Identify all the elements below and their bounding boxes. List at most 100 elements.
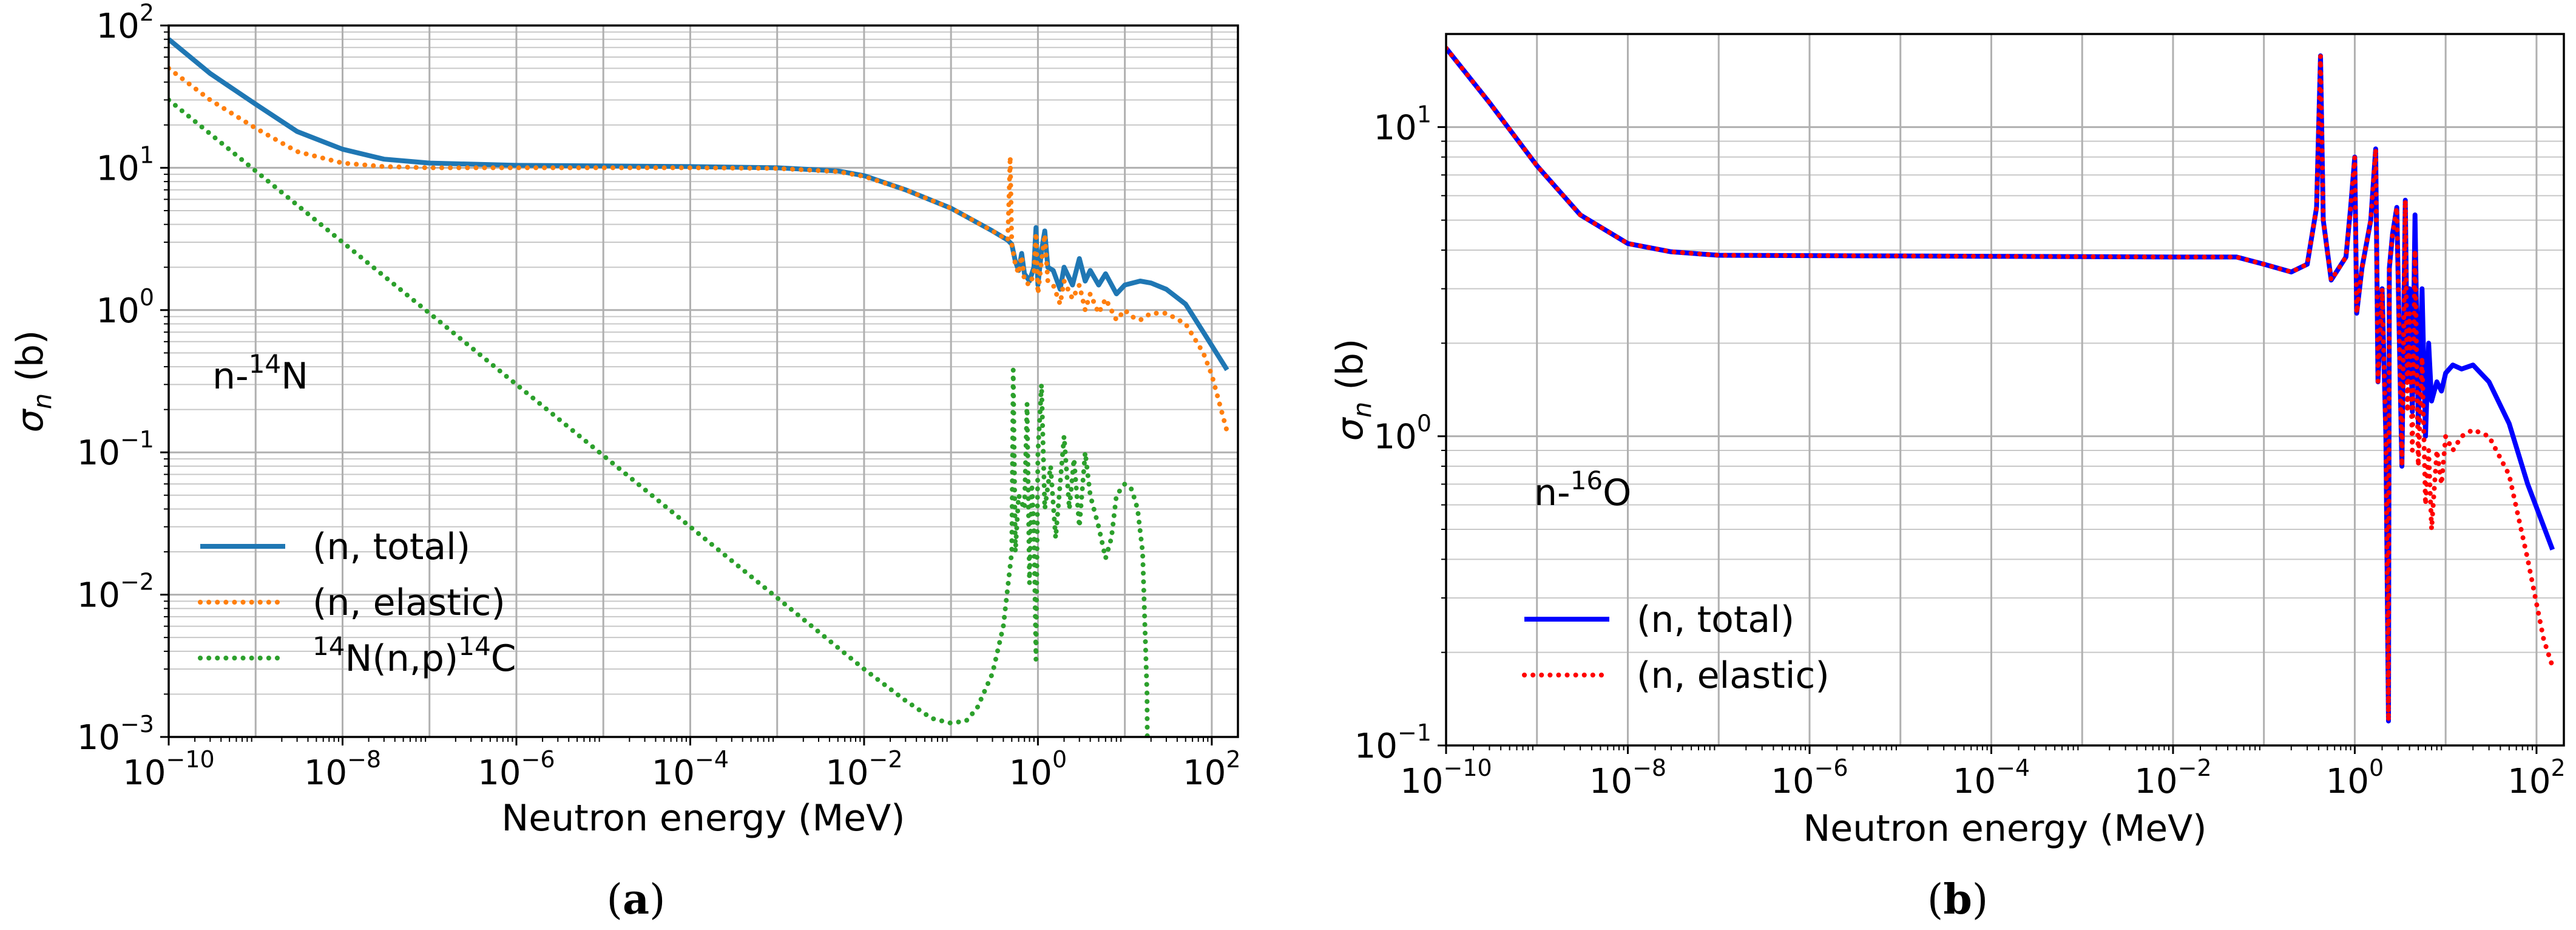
tick-base: 10 <box>304 753 347 793</box>
plot-frame <box>1445 33 2565 747</box>
tick-base: 10 <box>478 753 521 793</box>
y-tick-label: 101 <box>96 141 154 188</box>
y-tick-label: 10−2 <box>77 569 154 616</box>
tick-exponent: −4 <box>695 746 729 773</box>
tick-base: 10 <box>77 718 120 758</box>
legend-label-1: (n, elastic) <box>313 582 505 624</box>
annotation-prefix: n- <box>1534 472 1570 514</box>
legend: (n, total) (n, elastic) <box>1522 599 1830 697</box>
tick-base: 10 <box>2134 762 2177 801</box>
x-tick-label: 10−8 <box>304 746 381 793</box>
tick-exponent: 0 <box>1417 410 1432 437</box>
x-tick-label: 10−6 <box>478 746 555 793</box>
tick-base: 10 <box>825 753 868 793</box>
series-group <box>1446 46 2555 724</box>
y-tick-label: 10−1 <box>1354 719 1432 766</box>
series-group <box>169 37 1230 737</box>
tick-exponent: −2 <box>869 746 903 773</box>
tick-exponent: −8 <box>1632 755 1666 781</box>
tick-base: 10 <box>96 149 140 188</box>
tick-exponent: −1 <box>1398 719 1432 746</box>
series-line-2 <box>169 97 1150 737</box>
tick-base: 10 <box>77 576 120 616</box>
x-tick-label: 10−10 <box>1400 755 1492 801</box>
y-tick-label: 102 <box>96 0 154 46</box>
tick-base: 10 <box>77 433 120 473</box>
x-tick-label: 10−8 <box>1589 755 1666 801</box>
y-tick-label: 100 <box>96 284 154 331</box>
tick-exponent: −10 <box>166 746 215 773</box>
legend-tail: C <box>491 637 516 680</box>
tick-exponent: −6 <box>521 746 555 773</box>
legend-label-0: (n, total) <box>313 526 470 568</box>
tick-base: 10 <box>652 753 695 793</box>
x-tick-label: 10−6 <box>1771 755 1848 801</box>
x-axis-label: Neutron energy (MeV) <box>1803 807 2206 850</box>
caption-paren: ) <box>1972 876 1989 924</box>
annotation-element: N <box>281 355 308 398</box>
tick-exponent: −8 <box>347 746 381 773</box>
tick-base: 10 <box>1009 753 1052 793</box>
tick-exponent: 2 <box>1226 746 1240 773</box>
tick-base: 10 <box>1771 762 1814 801</box>
y-tick-label: 10−3 <box>77 711 154 758</box>
panel-a: 10−10 10−8 10−6 10−4 10−2 100 10210−310−210−11… <box>9 0 1241 924</box>
tick-exponent: −4 <box>1996 755 2030 781</box>
x-tick-label: 10−2 <box>825 746 902 793</box>
tick-exponent: 0 <box>1052 746 1067 773</box>
nuclide-annotation: n-16O <box>1534 466 1631 514</box>
annotation-mass-number: 14 <box>249 349 281 379</box>
tick-base: 10 <box>96 291 140 331</box>
x-axis-label: Neutron energy (MeV) <box>501 797 905 840</box>
y-tick-label: 100 <box>1374 410 1432 457</box>
series-line-1 <box>169 66 1230 434</box>
tick-exponent: 0 <box>140 284 154 311</box>
tick-base: 10 <box>96 7 140 46</box>
tick-exponent: −1 <box>120 426 154 453</box>
x-tick-label: 10−4 <box>652 746 729 793</box>
tick-base: 10 <box>123 753 166 793</box>
series-line-0 <box>169 37 1229 372</box>
legend-sup: 14 <box>458 631 490 661</box>
x-tick-label: 100 <box>1009 746 1067 793</box>
caption-paren: ( <box>1927 876 1944 924</box>
tick-exponent: −2 <box>120 569 154 596</box>
tick-base: 10 <box>2326 762 2369 801</box>
tick-base: 10 <box>1354 727 1398 766</box>
annotation-prefix: n- <box>212 355 249 398</box>
tick-base: 10 <box>1374 418 1417 457</box>
grid <box>1445 34 2564 747</box>
legend-sup: 14 <box>313 631 345 661</box>
plot-frame <box>167 24 1239 738</box>
tick-exponent: 0 <box>2369 755 2384 781</box>
legend-label-1: (n, elastic) <box>1637 654 1830 697</box>
ylabel-unit: (b) <box>1329 339 1371 402</box>
y-tick-label: 101 <box>1374 101 1432 148</box>
tick-exponent: −10 <box>1444 755 1492 781</box>
tick-base: 10 <box>1400 762 1443 801</box>
series-line-1 <box>1446 46 2555 724</box>
tick-exponent: 1 <box>140 141 154 168</box>
tick-base: 10 <box>1589 762 1632 801</box>
legend-label-0: (n, total) <box>1637 599 1794 641</box>
tick-exponent: 2 <box>140 0 154 26</box>
x-tick-label: 10−10 <box>123 746 214 793</box>
x-tick-label: 102 <box>1183 746 1240 793</box>
tick-exponent: −3 <box>120 711 154 738</box>
ylabel-symbol: σ <box>1329 416 1371 441</box>
tick-exponent: −6 <box>1814 755 1848 781</box>
panel-caption: (b) <box>1927 875 1989 924</box>
tick-base: 10 <box>1953 762 1996 801</box>
caption-paren: ) <box>649 876 666 924</box>
legend-main: N(n,p) <box>345 637 458 680</box>
nuclide-annotation: n-14N <box>212 349 308 398</box>
x-tick-label: 10−2 <box>2134 755 2211 801</box>
legend-label-2: 14N(n,p)14C <box>313 631 516 680</box>
caption-letter: b <box>1943 875 1972 924</box>
legend: (n, total)(n, elastic)14N(n,p)14C <box>198 526 516 680</box>
annotation-element: O <box>1603 472 1631 514</box>
panel-b: 10−10 10−8 10−6 10−4 10−2 100 10210−1100101Neu… <box>1329 33 2566 924</box>
panel-caption: (a) <box>606 875 665 924</box>
x-tick-label: 10−4 <box>1953 755 2030 801</box>
